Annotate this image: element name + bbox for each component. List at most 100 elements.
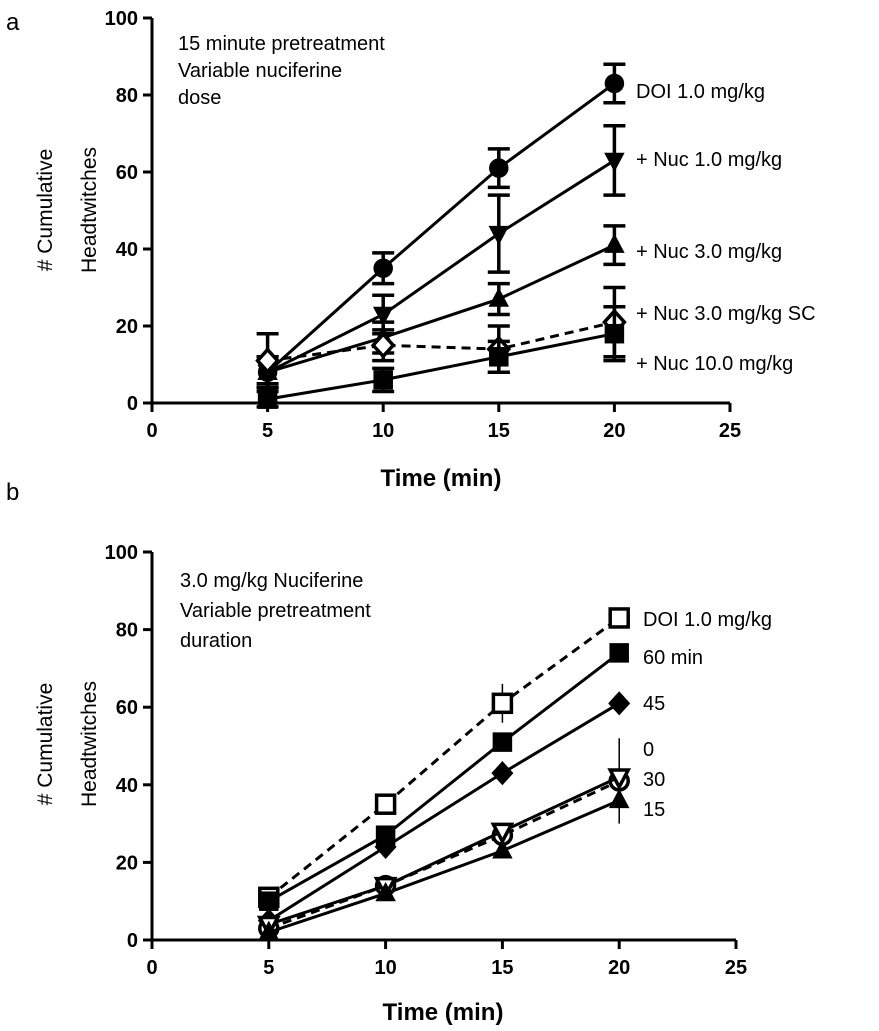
panel-b-data-point [374, 834, 397, 859]
panel-b-data-point [374, 793, 397, 815]
panel-a-y-tick-label: 100 [105, 8, 138, 30]
panel-b-series-line [268, 651, 621, 903]
panel-b-series-label: 0 [643, 739, 654, 761]
panel-b-series-3: 45 [257, 691, 665, 933]
panel-b-data-point [375, 881, 396, 902]
panel-a-data-point [373, 370, 393, 390]
panel-a-x-tick-label: 25 [719, 420, 741, 442]
panel-a-data-point [604, 73, 625, 94]
panel-b-data-point [490, 822, 515, 846]
panel-b-series-line [268, 798, 620, 934]
panel-b-annotation: 3.0 mg/kg Nuciferine Variable pretreatme… [180, 570, 371, 652]
panel-b-ylabel-line2: Headtwitches [78, 681, 101, 807]
panel-b-y-tick-label: 60 [116, 697, 138, 719]
panel-b-data-point [259, 891, 279, 911]
panel-b-data-point [608, 691, 631, 716]
panel-a-series-line [267, 243, 616, 374]
panel-a-xlabel: Time (min) [381, 465, 502, 492]
panel-a-series-5: + Nuc 10.0 mg/kg [256, 305, 793, 409]
panel-b-x-tick-label: 15 [491, 957, 513, 979]
panel-a-series-line [266, 159, 616, 374]
panel-b-annotation-line3: duration [180, 630, 252, 652]
panel-a-series-line [267, 320, 615, 363]
panel-b-series-5: 30 [256, 768, 665, 939]
panel-b-annotation-line2: Variable pretreatment [180, 600, 371, 622]
panel-a-annotation-line1: 15 minute pretreatment [178, 33, 385, 55]
panel-b-data-point [491, 761, 514, 786]
panel-a-series-label: + Nuc 10.0 mg/kg [636, 353, 793, 375]
panel-a-series-label: + Nuc 1.0 mg/kg [636, 149, 782, 171]
panel-a-ylabel-line1: # Cumulative [34, 149, 57, 272]
panel-a-y-axis-title: # Cumulative Headtwitches [34, 147, 101, 273]
panel-b-series-line [268, 779, 620, 930]
panel-b-x-tick-label: 5 [263, 957, 274, 979]
panel-a-annotation-line2: Variable nuciferine [178, 60, 342, 82]
panel-a-y-tick-label: 0 [127, 393, 138, 415]
panel-a-y-tick-label: 80 [116, 85, 138, 107]
panel-b-xlabel: Time (min) [383, 999, 504, 1026]
panel-a-y-tick-label: 20 [116, 316, 138, 338]
panel-b-data-point [608, 607, 630, 629]
panel-b-y-tick-label: 0 [127, 930, 138, 952]
panel-b-series-label: DOI 1.0 mg/kg [643, 609, 772, 631]
panel-a-data-point [604, 152, 625, 173]
panel-b-x-tick-label: 25 [725, 957, 747, 979]
panel-b-y-axis-title: # Cumulative Headtwitches [34, 681, 101, 807]
panel-b-series-6: 15 [258, 788, 665, 940]
panel-a-data-point [370, 331, 396, 359]
panel-a-x-tick-label: 15 [488, 420, 510, 442]
panel-b-y-tick-label: 80 [116, 620, 138, 642]
panel-b-annotation-line1: 3.0 mg/kg Nuciferine [180, 570, 363, 592]
panel-b-y-tick-label: 100 [105, 542, 138, 564]
panel-a-series-label: + Nuc 3.0 mg/kg [636, 241, 782, 263]
panel-b-series-line [268, 775, 620, 926]
panel-b-data-point [608, 788, 630, 809]
panel-b-series-label: 15 [643, 799, 665, 821]
panel-b-series-2: 60 min [259, 643, 703, 911]
panel-b-data-point [607, 768, 632, 791]
panel-a-data-point [604, 233, 625, 253]
panel-a-series-line [266, 82, 616, 374]
panel-a-annotation: 15 minute pretreatment Variable nuciferi… [178, 33, 385, 109]
panel-a-x-tick-label: 10 [372, 420, 394, 442]
panel-a-data-point [257, 389, 278, 409]
panel-a-data-point [372, 306, 394, 327]
panel-a-annotation-line3: dose [178, 87, 221, 109]
panel-a-y-tick-label: 60 [116, 162, 138, 184]
panel-b-data-point [491, 692, 514, 715]
panel-a-data-point [255, 347, 280, 375]
panel-a-x-tick-label: 20 [603, 420, 625, 442]
panel-b-data-point [492, 839, 513, 859]
panel-b-data-point [258, 920, 280, 940]
panel-a-ylabel-line2: Headtwitches [78, 147, 101, 273]
panel-b-data-point [492, 732, 513, 752]
panel-a-series-line [267, 332, 615, 401]
panel-a-series-label: DOI 1.0 mg/kg [636, 81, 765, 103]
panel-a-series-label: + Nuc 3.0 mg/kg SC [636, 303, 816, 325]
panel-b-series-line [267, 702, 620, 922]
panel-b-series-label: 60 min [643, 647, 703, 669]
panel-a-series-1: DOI 1.0 mg/kg [256, 62, 765, 390]
panel-b-y-tick-label: 20 [116, 852, 138, 874]
panel-b: b 3.0 mg/kg Nuciferine Variable pretreat… [6, 479, 772, 1026]
panel-b-x-tick-label: 10 [374, 957, 396, 979]
panel-a-letter: a [6, 9, 20, 36]
panel-b-x-tick-label: 20 [608, 957, 630, 979]
panel-a-data-point [489, 347, 509, 367]
panel-b-letter: b [6, 479, 19, 506]
panel-b-series-line [267, 616, 621, 899]
panel-a-data-point [489, 158, 509, 178]
panel-a-x-tick-label: 0 [146, 420, 157, 442]
panel-b-y-tick-label: 40 [116, 775, 138, 797]
panel-a-x-tick-label: 5 [262, 420, 273, 442]
panel-a-data-point [604, 323, 625, 344]
panel-a: a 15 minute pretreatment Variable nucife… [6, 8, 816, 492]
panel-a-data-point [373, 258, 393, 278]
panel-a-data-point [488, 225, 510, 246]
panel-b-ylabel-line1: # Cumulative [34, 683, 57, 806]
panel-a-axes: 0 20 40 60 80 100 0 5 10 15 20 25 [105, 8, 742, 442]
panel-a-data-point [488, 287, 510, 307]
panel-b-x-tick-label: 0 [146, 957, 157, 979]
panel-b-series-label: 30 [643, 769, 665, 791]
